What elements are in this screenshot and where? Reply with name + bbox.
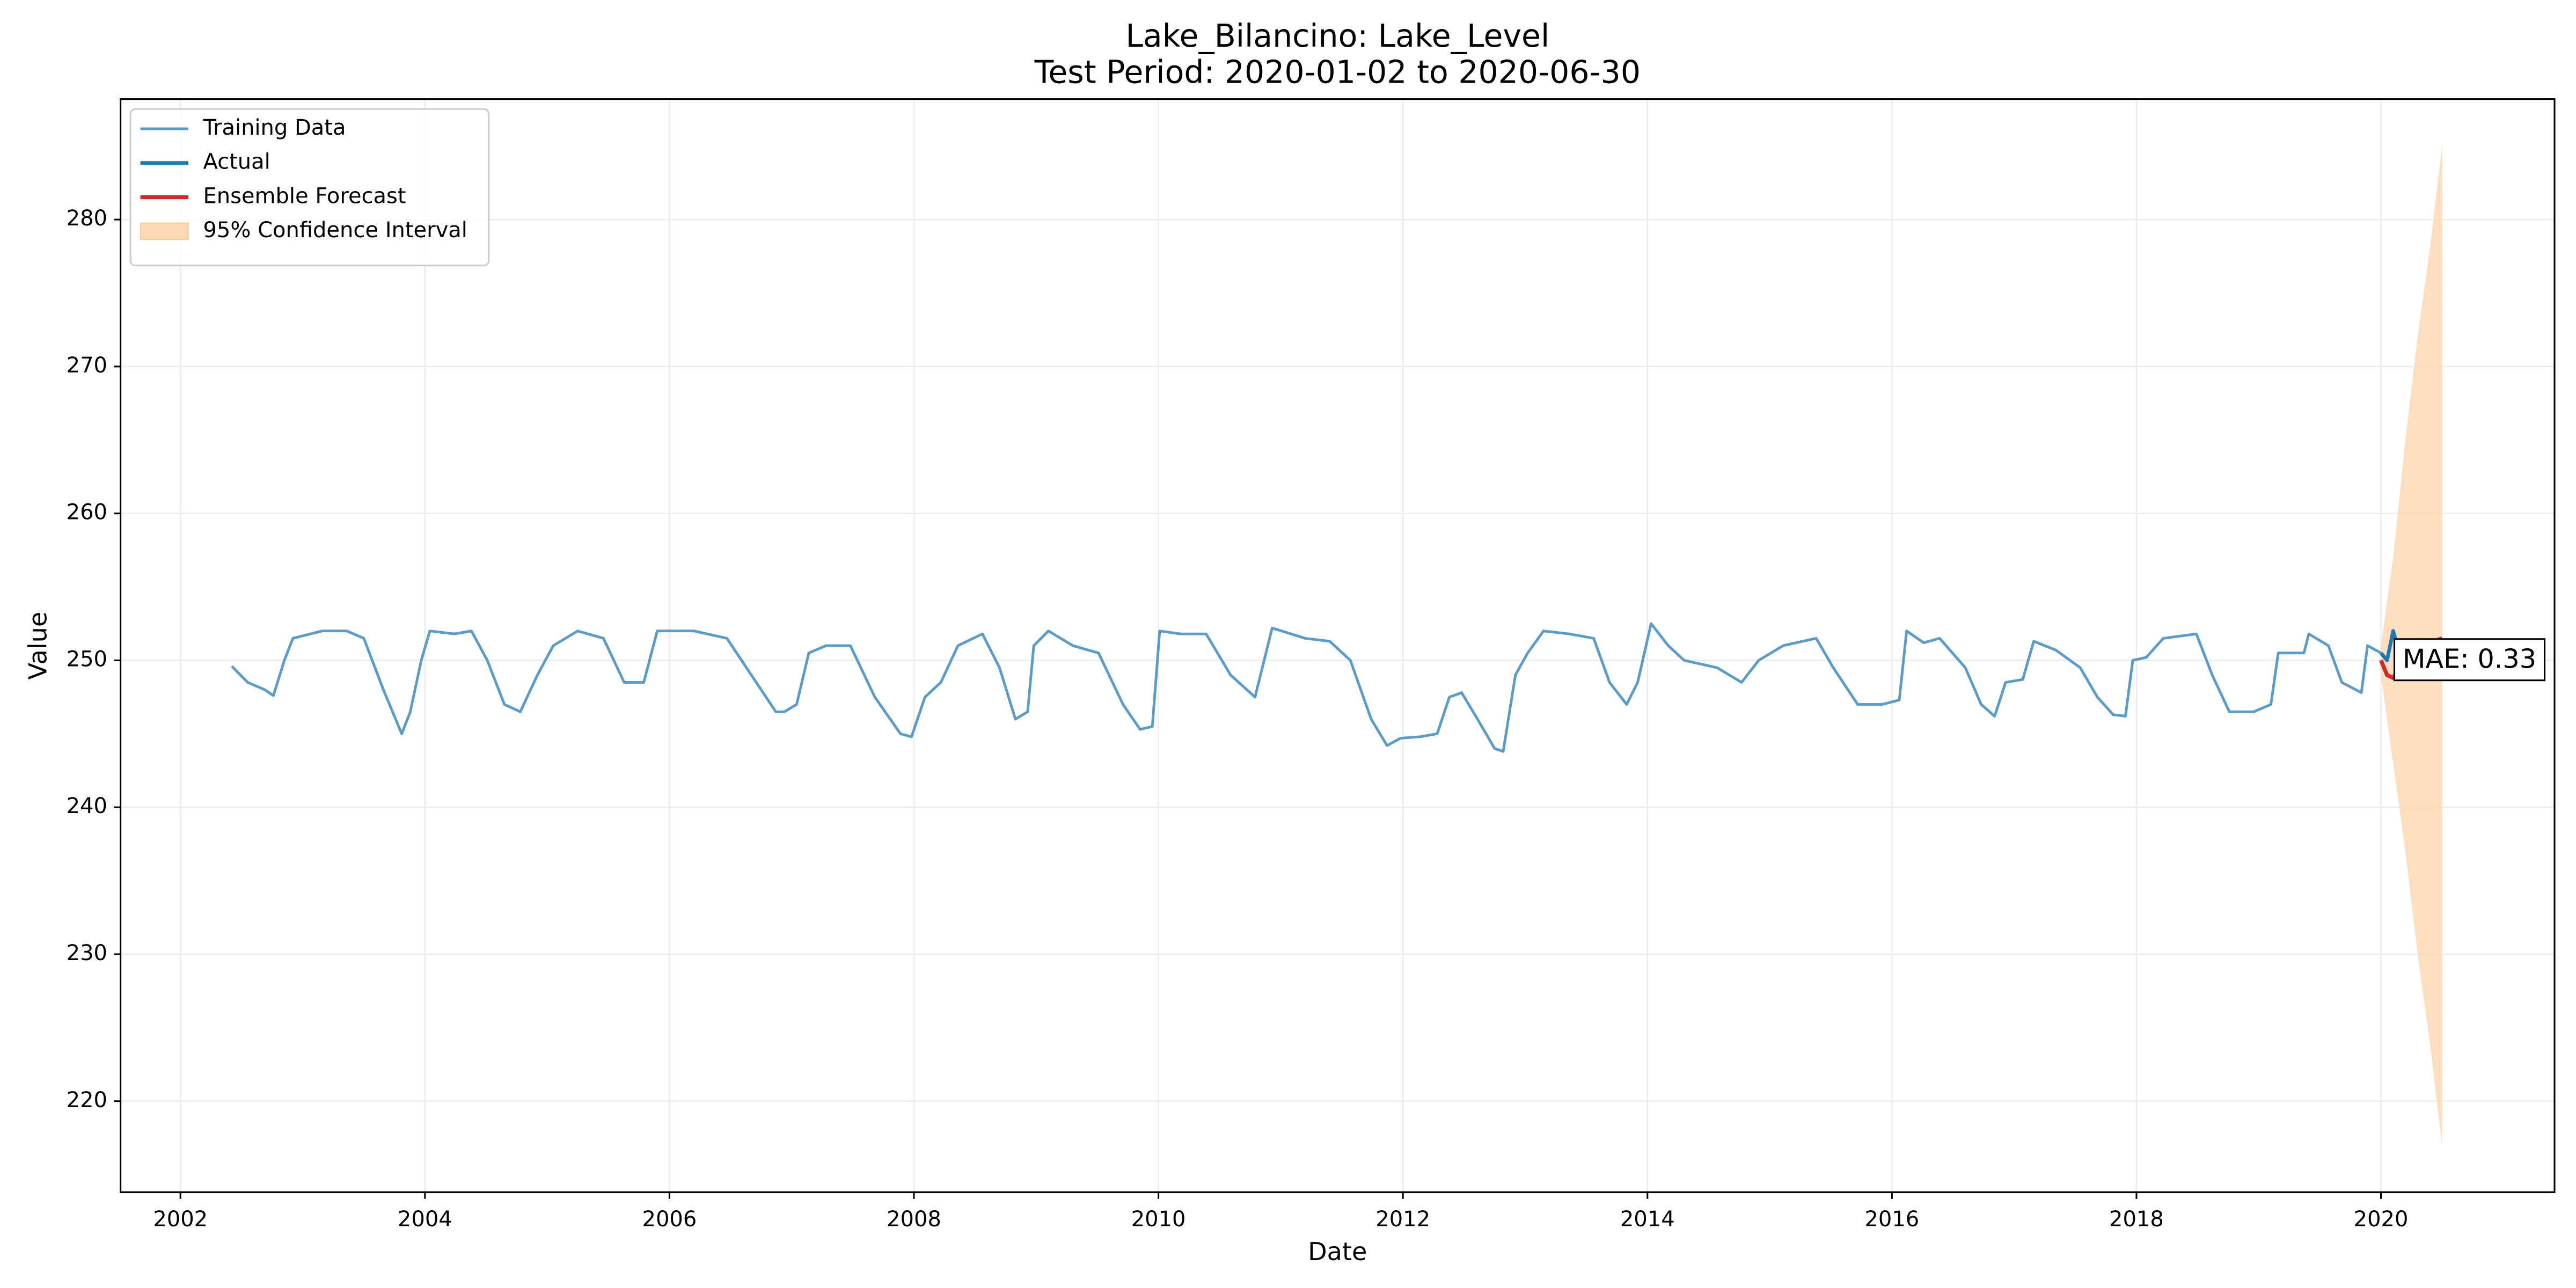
x-tick-label: 2004 bbox=[398, 1207, 452, 1232]
x-tick-label: 2010 bbox=[1131, 1207, 1186, 1232]
x-tick-label: 2020 bbox=[2354, 1207, 2409, 1232]
plot-frame bbox=[120, 98, 2556, 1194]
legend-label: Actual bbox=[203, 150, 270, 174]
x-axis-label: Date bbox=[1308, 1237, 1367, 1266]
legend-label: Training Data bbox=[202, 115, 346, 140]
chart-title: Lake_Bilancino: Lake_Level bbox=[1125, 18, 1549, 54]
x-tick-label: 2006 bbox=[642, 1207, 697, 1232]
x-tick-label: 2002 bbox=[153, 1207, 208, 1232]
legend-label: 95% Confidence Interval bbox=[203, 218, 467, 243]
x-tick-label: 2018 bbox=[2109, 1207, 2164, 1232]
y-tick-label: 250 bbox=[67, 647, 107, 671]
x-tick-label: 2008 bbox=[887, 1207, 941, 1232]
y-tick-label: 220 bbox=[67, 1088, 107, 1113]
annotation-box bbox=[2394, 638, 2546, 682]
y-axis-label: Value bbox=[23, 612, 52, 680]
x-tick-label: 2014 bbox=[1620, 1207, 1675, 1232]
chart-subtitle: Test Period: 2020-01-02 to 2020-06-30 bbox=[1034, 54, 1641, 91]
y-tick-label: 280 bbox=[67, 206, 107, 231]
y-tick-label: 240 bbox=[67, 794, 107, 818]
series-line bbox=[231, 622, 2382, 753]
legend-swatch bbox=[140, 222, 189, 240]
y-tick-label: 270 bbox=[67, 353, 107, 378]
y-tick-label: 230 bbox=[67, 941, 107, 965]
x-tick-label: 2016 bbox=[1864, 1207, 1919, 1232]
legend: Training Data Actual Ensemble Forecast 95% … bbox=[129, 108, 490, 267]
x-tick-label: 2012 bbox=[1375, 1207, 1430, 1232]
legend-label: Ensemble Forecast bbox=[203, 184, 406, 208]
y-tick-label: 260 bbox=[67, 500, 107, 525]
legend-box bbox=[129, 108, 490, 267]
annotation: MAE: 0.33 bbox=[2403, 643, 2536, 674]
